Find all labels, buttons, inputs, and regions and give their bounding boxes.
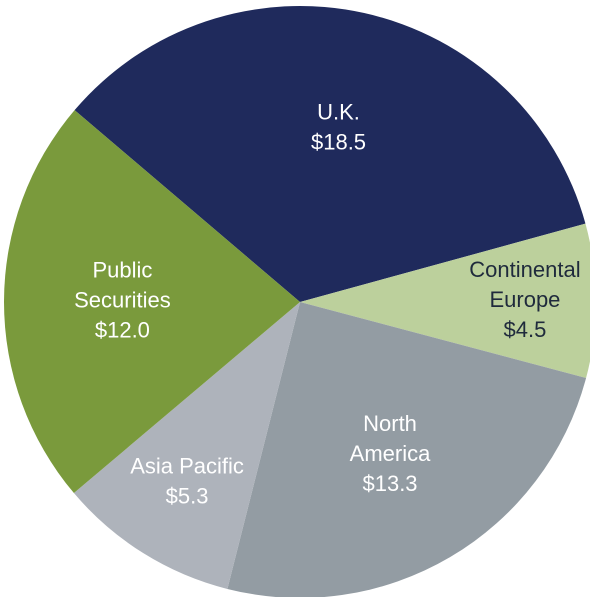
value-label: $4.5 — [504, 317, 547, 342]
slice-label: Asia Pacific — [130, 454, 244, 479]
value-label: $18.5 — [311, 129, 366, 154]
pie-slice — [73, 302, 300, 589]
slice-label: U.K. — [317, 99, 360, 124]
slice-label: Public Securities — [74, 257, 171, 312]
pie-slice — [227, 302, 587, 597]
pie-slice — [3, 110, 300, 494]
slice-label: North America — [350, 411, 431, 466]
slice-label: Continental Europe — [469, 257, 580, 312]
pie-slice — [300, 223, 590, 378]
value-label: $13.3 — [362, 471, 417, 496]
value-label: $12.0 — [95, 317, 150, 342]
value-label: $5.3 — [166, 484, 209, 509]
pie-slice — [74, 6, 586, 302]
